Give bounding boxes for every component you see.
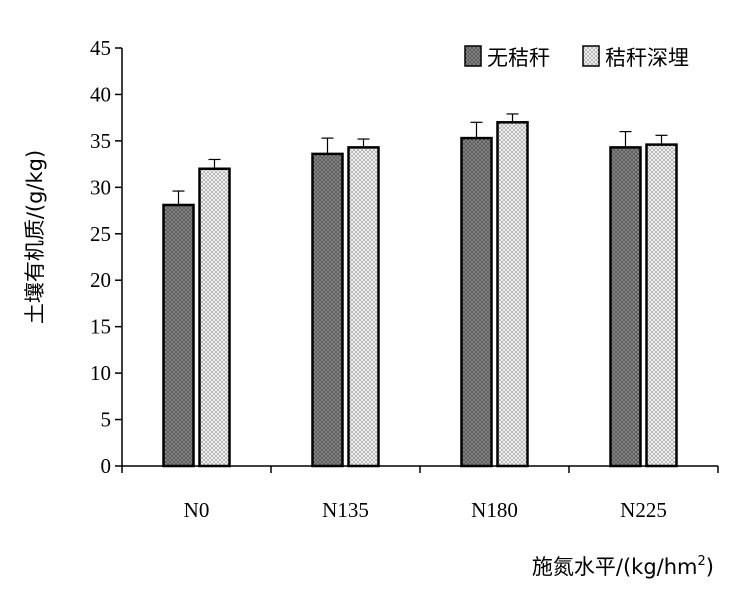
y-tick-label-5: 5: [101, 408, 112, 432]
bar-n225-series-1: [609, 146, 642, 468]
y-tick-label-15: 15: [90, 315, 111, 339]
bar-n225-series-2: [645, 143, 678, 468]
y-tick-label-40: 40: [90, 82, 111, 106]
x-tick-label-n225: N225: [620, 498, 667, 522]
x-axis-title-superscript: 2: [698, 554, 706, 569]
y-tick-label-0: 0: [101, 454, 112, 478]
bar-n0-series-1: [162, 203, 195, 468]
x-tick-label-n135: N135: [322, 498, 369, 522]
y-tick-label-20: 20: [90, 268, 111, 292]
x-axis-title-end: ): [706, 555, 714, 579]
x-axis-title-main: 施氮水平/(kg/hm: [532, 555, 698, 579]
legend-swatch-straw-deep-burial: [582, 45, 600, 67]
y-tick-label-25: 25: [90, 222, 111, 246]
bar-n135-series-1: [311, 152, 344, 468]
y-axis-title: 土壤有机质/(g/kg): [23, 150, 47, 324]
y-tick-label-35: 35: [90, 129, 111, 153]
bar-n180-series-1: [460, 136, 493, 468]
bar-n0-series-2: [198, 167, 231, 468]
x-tick-label-n180: N180: [471, 498, 518, 522]
x-tick-label-n0: N0: [184, 498, 210, 522]
legend: 无秸秆 秸秆深埋: [464, 45, 689, 70]
bar-n180-series-2: [496, 121, 529, 468]
y-tick-label-30: 30: [90, 175, 111, 199]
x-axis-title: 施氮水平/(kg/hm2): [532, 554, 714, 579]
legend-swatch-no-straw: [464, 45, 482, 67]
y-tick-label-45: 45: [90, 36, 111, 60]
bar-n135-series-2: [347, 146, 380, 468]
y-tick-label-10: 10: [90, 361, 111, 385]
legend-label-straw-deep-burial: 秸秆深埋: [605, 46, 689, 70]
plot-area: N0 N135 N180 N225 0 5 10 15 20 25 30 35 40 45: [90, 36, 719, 522]
legend-label-no-straw: 无秸秆: [487, 46, 550, 70]
